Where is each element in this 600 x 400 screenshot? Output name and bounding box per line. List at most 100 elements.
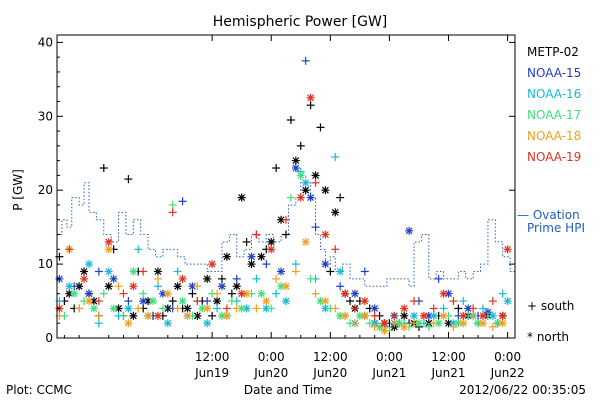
- noaa-18-point-north: [380, 326, 389, 335]
- noaa-17-point-south: [99, 289, 108, 298]
- noaa-18-point-south: [213, 289, 222, 298]
- noaa-18-point-south: [291, 267, 300, 276]
- noaa-19-point-south: [488, 297, 497, 306]
- x-tick-time-label: 0:00: [494, 350, 521, 364]
- noaa-19-point-north: [360, 297, 369, 306]
- noaa-17-point-south: [267, 304, 276, 313]
- noaa-18-point-north: [459, 319, 468, 328]
- noaa-15-point-north: [321, 260, 330, 269]
- metp-02-point-south: [346, 297, 355, 306]
- metp-02-point-north: [291, 156, 300, 165]
- noaa-17-point-south: [306, 274, 315, 283]
- metp-02-point-south: [272, 164, 281, 173]
- noaa-16-point-south: [94, 319, 103, 328]
- noaa-17-point-north: [178, 297, 187, 306]
- noaa-15-point-south: [232, 274, 241, 283]
- noaa-19-point-north: [321, 230, 330, 239]
- metp-02-point-north: [183, 304, 192, 313]
- noaa-17-point-south: [365, 319, 374, 328]
- metp-02-point-south: [336, 193, 345, 202]
- noaa-19-point-north: [459, 311, 468, 320]
- noaa-18-point-north: [341, 311, 350, 320]
- noaa-19-point-south: [350, 304, 359, 313]
- noaa-17-point-south: [168, 200, 177, 209]
- metp-02-point-north: [173, 282, 182, 291]
- noaa-15-point-north: [247, 252, 256, 261]
- noaa-16-point-north: [203, 319, 212, 328]
- metp-02-point-south: [282, 230, 290, 239]
- noaa-15-point-south: [336, 282, 345, 291]
- noaa-16-point-north: [429, 311, 438, 320]
- x-tick-date-label: Jun20: [312, 366, 347, 380]
- ovation-prime-hpi-line: [57, 174, 516, 287]
- noaa-16-point-south: [153, 282, 162, 291]
- metp-02-point-north: [80, 267, 89, 276]
- noaa-15-point-north: [306, 193, 315, 202]
- noaa-18-point-south: [331, 304, 340, 313]
- noaa-18-point-south: [193, 282, 202, 291]
- noaa-18-point-south: [449, 322, 458, 331]
- metp-02-point-north: [257, 252, 266, 261]
- noaa-17-point-north: [257, 289, 266, 298]
- x-tick-date-label: Jun19: [194, 366, 229, 380]
- ovation-hpi-path: [57, 174, 516, 287]
- noaa-19-point-south: [282, 215, 290, 224]
- metp-02-point-south: [296, 141, 305, 150]
- noaa-18-point-south: [311, 289, 320, 298]
- noaa-19-point-south: [119, 289, 128, 298]
- x-axis: 12:00 Jun19 0:00 Jun20 12:00 Jun20 0:00 Jun21 12…: [63, 35, 525, 380]
- noaa-17-point-north: [217, 311, 226, 320]
- metp-02-point-north: [400, 311, 409, 320]
- noaa-17-point-north: [129, 267, 138, 276]
- metp-02-point-north: [232, 282, 241, 291]
- noaa-19-point-north: [104, 237, 113, 246]
- legend-entry-metp-02: METP-02: [527, 45, 579, 59]
- noaa-18-point-north: [163, 289, 172, 298]
- noaa-17-point-north: [316, 297, 325, 306]
- y-tick-label: 10: [38, 257, 53, 271]
- noaa-16-point-south: [459, 297, 468, 306]
- x-tick-date-label: Jun21: [431, 366, 466, 380]
- metp-02-point-south: [316, 123, 325, 132]
- noaa-18-point-south: [488, 322, 497, 331]
- noaa-18-point-north: [301, 237, 310, 246]
- noaa-19-point-south: [168, 208, 177, 217]
- noaa-15-point-south: [434, 274, 443, 283]
- metp-02-point-south: [306, 101, 315, 110]
- noaa-18-point-north: [498, 319, 507, 328]
- noaa-16-point-north: [104, 267, 113, 276]
- noaa-18-point-north: [104, 245, 113, 254]
- legend-entry-noaa-15: NOAA-15: [527, 66, 581, 80]
- x-tick-time-label: 0:00: [258, 350, 285, 364]
- noaa-19-point-south: [370, 311, 379, 320]
- noaa-18-point-south: [252, 304, 261, 313]
- noaa-19-point-north: [153, 311, 162, 320]
- legend-marker-south: + south: [527, 299, 574, 313]
- noaa-18-point-north: [183, 311, 192, 320]
- noaa-19-point-north: [419, 311, 428, 320]
- noaa-17-point-south: [119, 311, 128, 320]
- noaa-15-point-north: [139, 297, 148, 306]
- x-tick-time-label: 12:00: [195, 350, 230, 364]
- noaa-19-point-north: [503, 245, 512, 254]
- metp-02-point-north: [267, 237, 276, 246]
- metp-02-point-north: [193, 311, 202, 320]
- noaa-17-point-north: [89, 304, 98, 313]
- noaa-19-point-north: [208, 260, 217, 269]
- metp-02-point-north: [203, 274, 212, 283]
- legend-entry-noaa-16: NOAA-16: [527, 87, 581, 101]
- noaa-17-point-south: [424, 322, 433, 331]
- noaa-17-point-south: [158, 304, 167, 313]
- noaa-17-point-north: [414, 319, 423, 328]
- noaa-18-point-south: [75, 304, 84, 313]
- noaa-17-point-north: [237, 304, 246, 313]
- noaa-17-point-north: [434, 319, 443, 328]
- legend: — Ovation Prime HPI + south * north METP…: [517, 45, 585, 344]
- metp-02-point-north: [153, 267, 162, 276]
- noaa-18-point-south: [429, 319, 438, 328]
- metp-02-point-north: [75, 282, 84, 291]
- data-points: [55, 56, 512, 335]
- noaa-19-point-south: [410, 297, 419, 306]
- noaa-16-point-south: [439, 304, 448, 313]
